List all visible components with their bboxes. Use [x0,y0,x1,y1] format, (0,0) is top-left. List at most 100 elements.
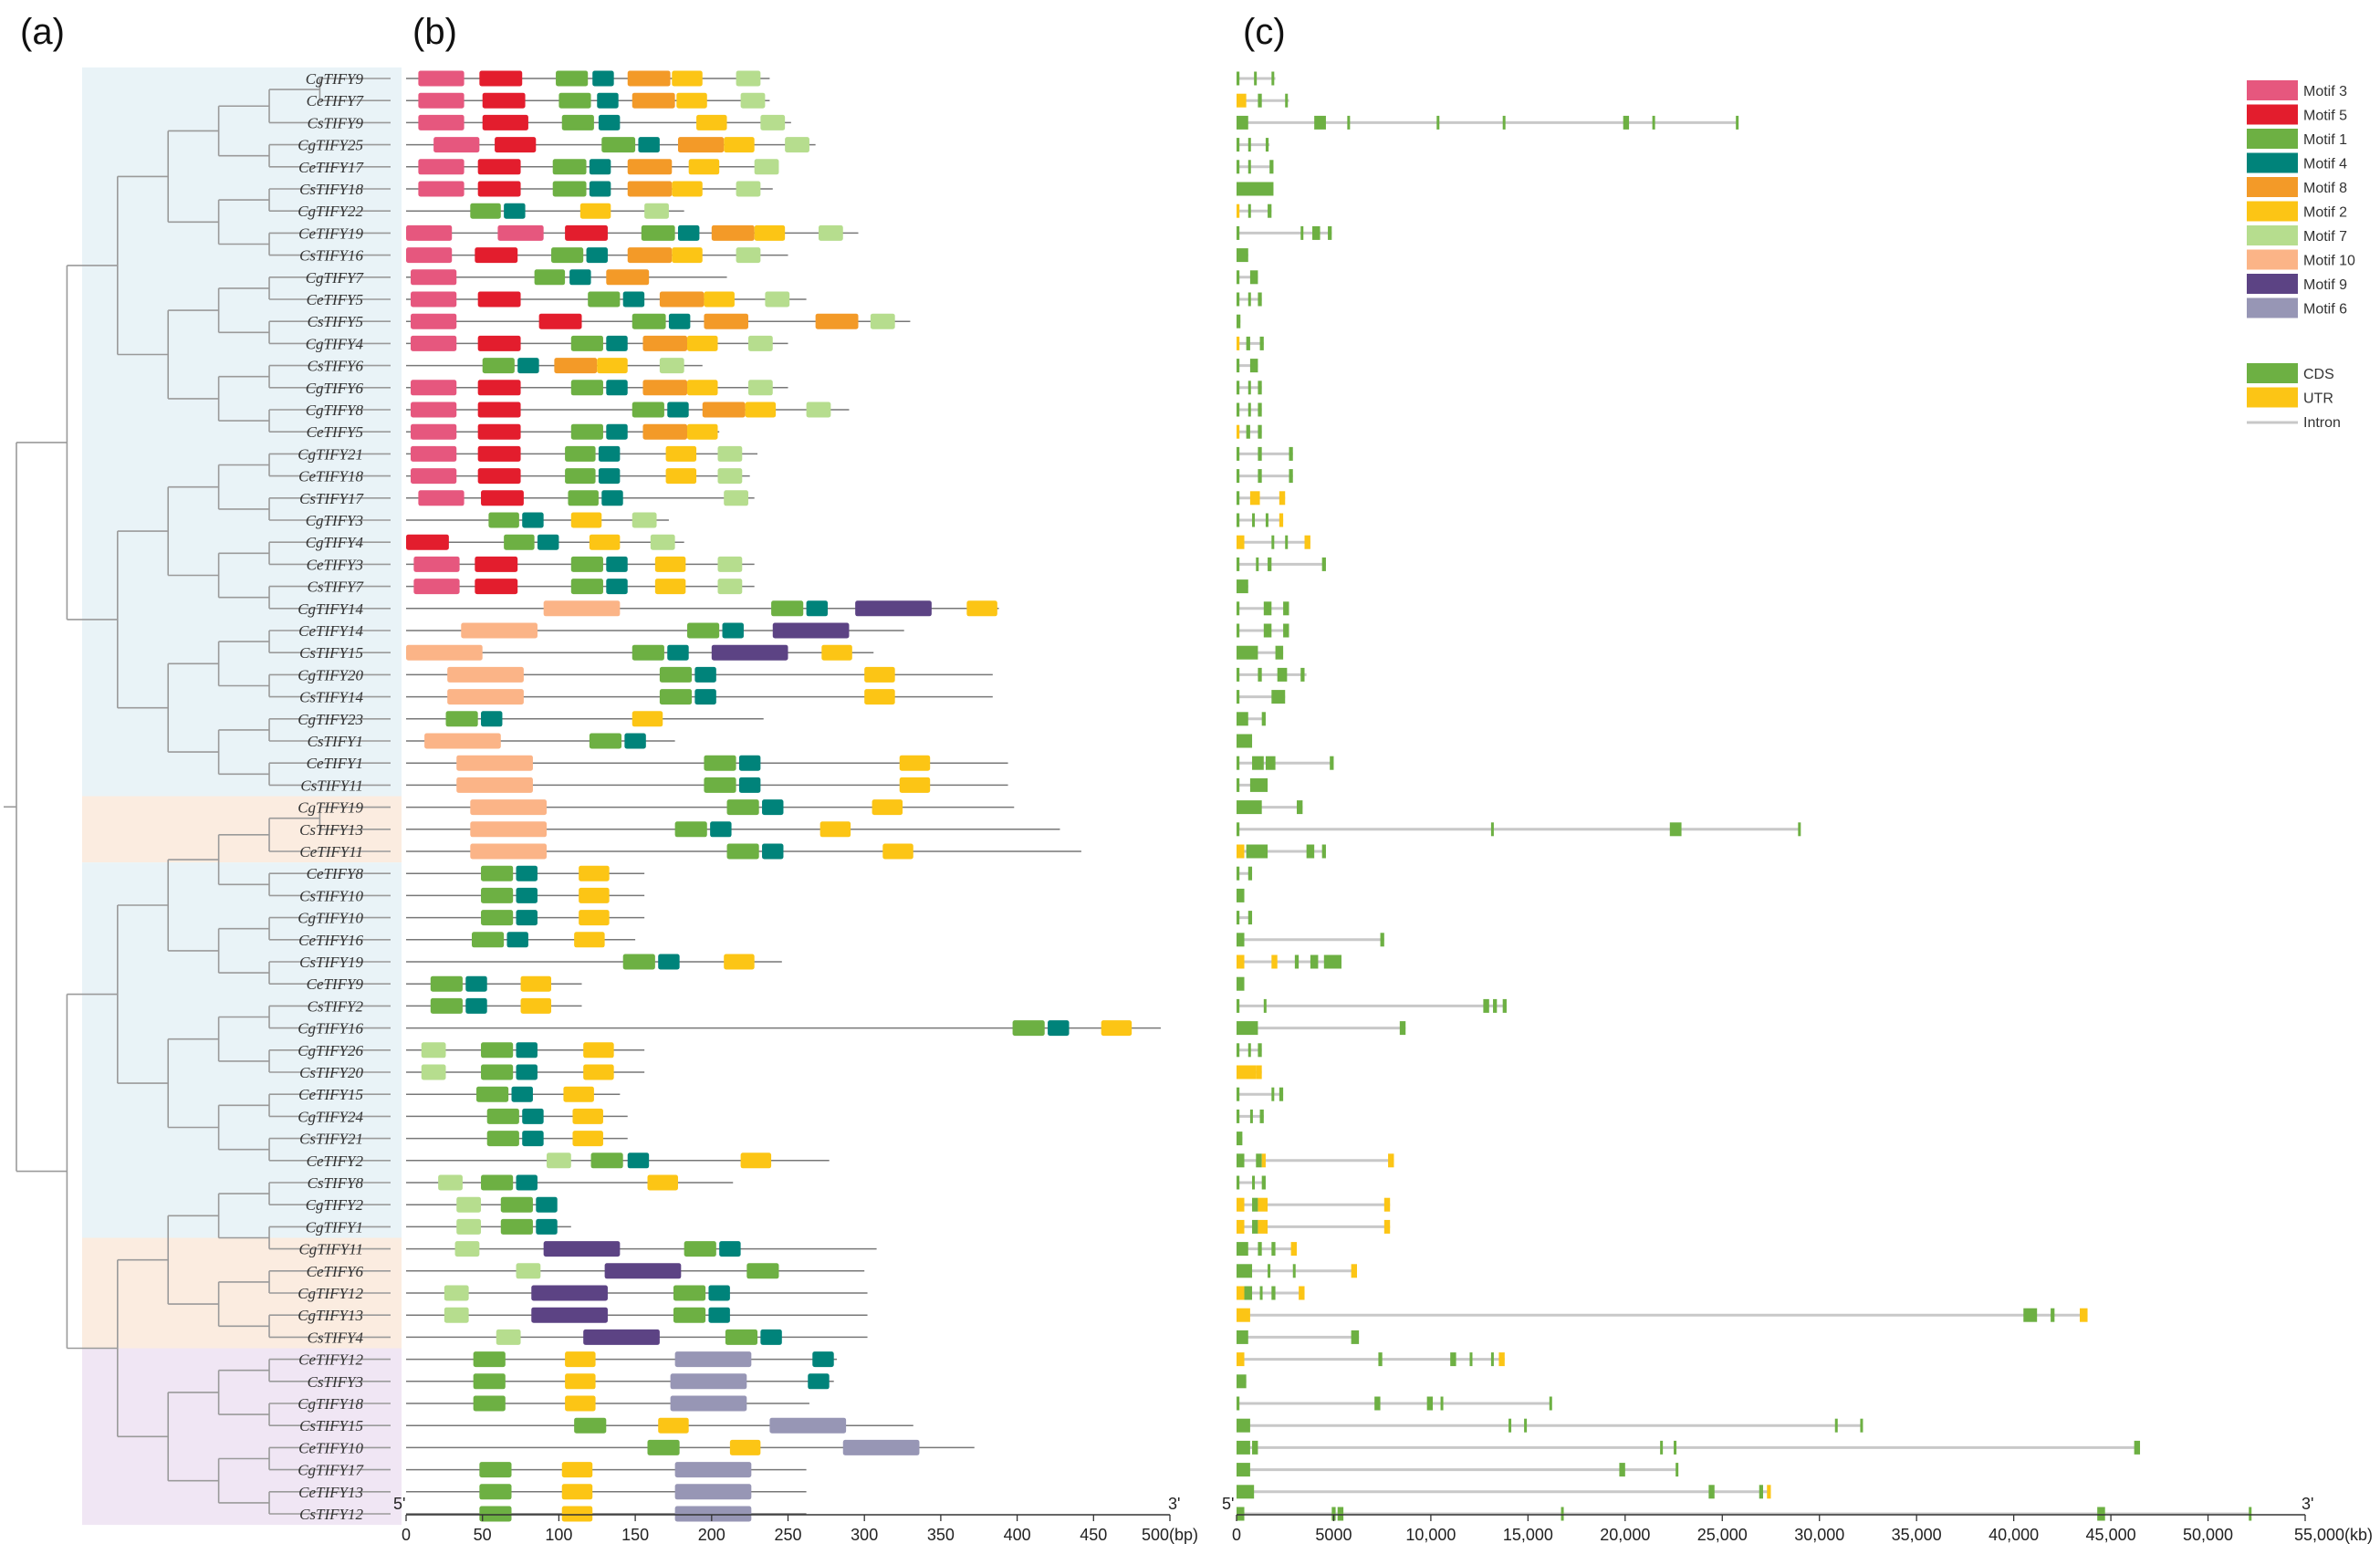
motif-box-m3 [411,313,457,329]
motif-box-m4 [516,1174,538,1191]
gene-label: CgTIFY1 [306,1218,363,1236]
panel-label-c: (c) [1243,12,1286,52]
motif-panel [406,70,1161,1522]
motif-box-m7 [644,203,669,219]
motif-box-m1 [558,92,591,109]
cds-block [1237,1485,1255,1499]
motif-box-m10 [470,821,548,838]
utr-block [2080,1308,2088,1322]
cds-block [1246,336,1250,350]
cds-block [1237,734,1253,748]
motif-box-m2 [565,1373,596,1390]
cds-block [2023,1308,2038,1322]
cds-block [1237,645,1258,660]
utr-block [1383,1197,1391,1212]
motif-box-m7 [456,1196,482,1213]
gene-label: CsTIFY1 [308,733,363,750]
motif-box-m5 [481,490,524,506]
cds-block [1237,756,1240,770]
utr-block [1290,1242,1298,1257]
utr-block [1256,1065,1262,1079]
cds-block [1247,381,1251,395]
cds-block [1237,1463,1250,1477]
motif-box-m5 [477,181,521,197]
cds-block [1330,756,1334,770]
motif-box-m1 [488,512,519,528]
gene-label: CgTIFY2 [306,1196,364,1214]
cds-block [1268,557,1272,571]
cds-block [1312,225,1320,240]
utr-block [1351,1264,1358,1278]
gene-label: CgTIFY13 [298,1307,363,1324]
gene-label: CsTIFY19 [299,954,363,971]
cds-block [1237,911,1240,925]
motif-box-m4 [516,1064,538,1080]
legend-swatch-m9 [2247,274,2298,294]
gene-label: CeTIFY12 [298,1351,363,1369]
motif-box-m4 [481,711,503,727]
motif-box-m7 [785,137,809,153]
cds-block [1237,1418,1250,1433]
utr-block [1237,336,1240,350]
utr-block [1304,535,1310,549]
motif-box-m1 [771,600,804,617]
gene-label: CgTIFY11 [298,1241,363,1258]
cds-block [2249,1507,2252,1521]
legend: Motif 3 Motif 5 Motif 1 Motif 4 Motif 8 Motif… [2247,80,2355,431]
motif-box-m2 [1101,1020,1133,1037]
motif-box-m4 [504,203,526,219]
utr-block [1237,1352,1245,1367]
gene-label: CeTIFY5 [307,423,363,441]
cds-block [1426,1396,1434,1411]
legend-label-m7: Motif 7 [2303,229,2347,245]
motif-box-m8 [627,70,671,87]
motif-box-m1 [486,1131,519,1147]
motif-box-m6 [670,1373,747,1390]
motif-box-m2 [579,887,610,903]
motif-box-m7 [724,490,748,506]
gene-label: CsTIFY12 [299,1506,363,1523]
cds-block [1258,1242,1262,1257]
motif-box-m1 [551,247,584,264]
motif-box-m7 [456,1218,482,1235]
gene-label: CgTIFY16 [298,1020,363,1038]
cds-block [1237,182,1274,196]
motif-box-m5 [477,445,521,462]
motif-box-m2 [745,402,777,418]
motif-box-m1 [726,843,759,860]
axis-c-tick-label: 40,000 [1989,1526,2039,1544]
cds-block [1237,1087,1240,1101]
motif-box-m1 [574,1417,607,1434]
motif-box-m1 [673,1285,706,1301]
cds-block [1261,712,1266,726]
legend-label-m10: Motif 10 [2303,254,2355,269]
motif-box-m2 [654,556,686,572]
cds-block [1271,71,1275,86]
cds-block [1249,1109,1253,1123]
utr-block [1249,491,1260,506]
motif-box-m8 [704,313,748,329]
motif-box-m5 [477,335,521,351]
gene-label: CgTIFY26 [298,1042,363,1059]
motif-box-m3 [411,269,457,286]
cds-block [1265,756,1276,770]
cds-block [1268,1264,1271,1278]
cds-block [1252,1219,1258,1234]
motif-box-m4 [516,910,538,926]
cds-block [1450,1352,1456,1367]
cds-block [1237,270,1240,285]
motif-box-m2 [687,423,718,440]
cds-block [1623,115,1630,130]
motif-box-m1 [500,1218,533,1235]
gene-label: CeTIFY13 [298,1484,363,1501]
motif-box-m7 [736,181,761,197]
cds-block [1237,667,1240,682]
cds-block [1258,1043,1262,1058]
cds-block [1258,469,1262,484]
utr-block [1279,491,1286,506]
utr-block [1237,1219,1245,1234]
axis-b-tick-label: 350 [927,1526,955,1544]
cds-block [1279,1087,1284,1101]
motif-box-m1 [1012,1020,1045,1037]
motif-box-m2 [872,799,903,816]
